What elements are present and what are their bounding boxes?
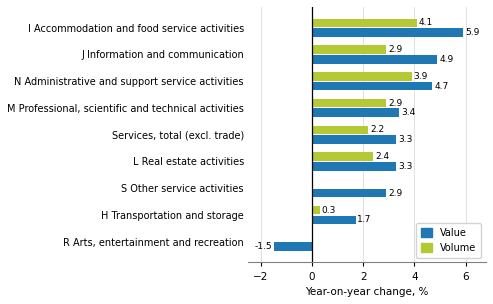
Bar: [312, 99, 386, 107]
Bar: [312, 28, 463, 37]
Bar: [312, 189, 386, 197]
Bar: [312, 55, 437, 64]
Bar: [312, 82, 432, 90]
Text: 5.9: 5.9: [465, 28, 479, 37]
Bar: [312, 109, 399, 117]
Bar: [312, 152, 373, 161]
X-axis label: Year-on-year change, %: Year-on-year change, %: [305, 287, 429, 297]
Bar: [312, 126, 368, 134]
Text: 3.4: 3.4: [401, 108, 415, 117]
Text: 2.9: 2.9: [388, 188, 402, 198]
Legend: Value, Volume: Value, Volume: [416, 223, 481, 257]
Bar: [312, 72, 412, 81]
Text: 4.9: 4.9: [439, 55, 454, 64]
Bar: [312, 45, 386, 54]
Text: 1.7: 1.7: [357, 215, 372, 224]
Text: 0.3: 0.3: [321, 206, 336, 215]
Text: -1.5: -1.5: [254, 242, 272, 251]
Bar: [312, 216, 355, 224]
Text: 2.2: 2.2: [370, 125, 384, 134]
Text: 3.3: 3.3: [398, 162, 413, 171]
Text: 4.1: 4.1: [419, 18, 433, 27]
Text: 2.9: 2.9: [388, 45, 402, 54]
Bar: [312, 162, 396, 171]
Text: 3.3: 3.3: [398, 135, 413, 144]
Text: 2.9: 2.9: [388, 98, 402, 108]
Bar: [274, 242, 312, 251]
Text: 4.7: 4.7: [434, 81, 448, 91]
Bar: [312, 135, 396, 144]
Text: 3.9: 3.9: [414, 72, 428, 81]
Text: 2.4: 2.4: [375, 152, 389, 161]
Bar: [312, 19, 417, 27]
Bar: [312, 206, 319, 214]
